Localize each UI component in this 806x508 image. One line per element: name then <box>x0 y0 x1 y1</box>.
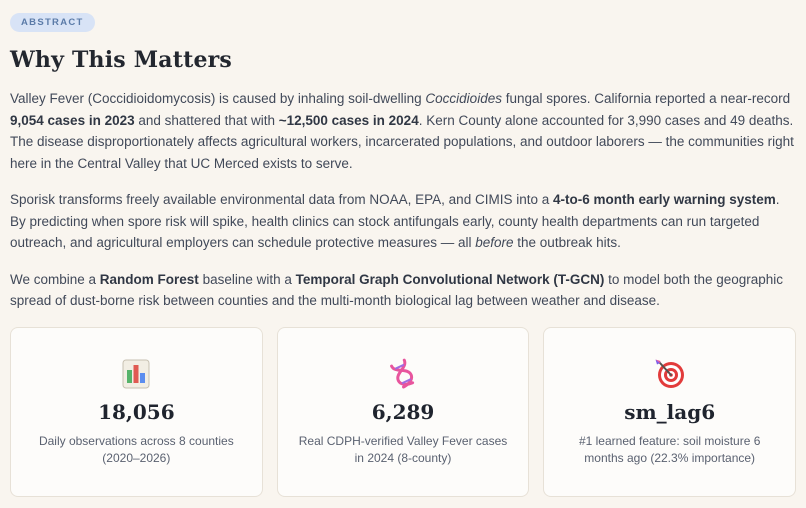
stat-desc: Real CDPH-verified Valley Fever cases in… <box>298 433 508 465</box>
stat-desc: #1 learned feature: soil moisture 6 mont… <box>578 433 761 465</box>
text-run: . Kern County alone accounted for 3,990 … <box>10 112 794 171</box>
text-run: Sporisk transforms freely available envi… <box>10 192 553 207</box>
text-run: fungal spores. California reported a nea… <box>501 91 791 106</box>
stat-value: 6,289 <box>371 399 435 424</box>
bold-text: 4-to-6 month early warning system <box>552 192 776 207</box>
bold-text: Temporal Graph Convolutional Network (T-… <box>295 271 605 287</box>
bold-text: ~12,500 cases in 2024 <box>278 112 419 128</box>
text-run: baseline with a <box>198 271 296 287</box>
target-icon <box>560 356 779 392</box>
text-run: to model both the geographic spread of d… <box>10 271 784 309</box>
text-run: the outbreak hits. <box>513 235 621 250</box>
stat-cards: 18,056 Daily observations across 8 count… <box>10 326 797 497</box>
bold-text: Random Forest <box>99 271 199 287</box>
stat-desc: Daily observations across 8 counties (20… <box>38 433 234 465</box>
italic-text: before <box>475 235 514 250</box>
section-badge: ABSTRACT <box>10 13 95 32</box>
text-run: and shattered that with <box>134 112 279 128</box>
stat-card-cases: 6,289 Real CDPH-verified Valley Fever ca… <box>276 326 530 497</box>
text-run: We combine a <box>10 271 100 287</box>
paragraph-valley-fever: Valley Fever (Coccidioidomycosis) is cau… <box>10 88 796 174</box>
stat-card-feature: sm_lag6 #1 learned feature: soil moistur… <box>543 326 797 497</box>
bar-chart-icon <box>27 356 246 392</box>
stat-value: 18,056 <box>98 399 175 424</box>
paragraph-sporisk: Sporisk transforms freely available envi… <box>10 189 796 254</box>
stat-value: sm_lag6 <box>624 399 716 424</box>
dna-icon <box>294 356 513 392</box>
italic-text: Coccidioides <box>425 91 502 106</box>
bold-text: 9,054 cases in 2023 <box>10 112 135 128</box>
abstract-section: ABSTRACT Why This Matters Valley Fever (… <box>10 13 797 497</box>
text-run: . By predicting when spore risk will spi… <box>10 192 780 250</box>
paragraph-models: We combine a Random Forest baseline with… <box>10 269 796 312</box>
text-run: Valley Fever (Coccidioidomycosis) is cau… <box>10 91 426 106</box>
page-title: Why This Matters <box>10 47 233 73</box>
stat-card-observations: 18,056 Daily observations across 8 count… <box>10 326 263 497</box>
